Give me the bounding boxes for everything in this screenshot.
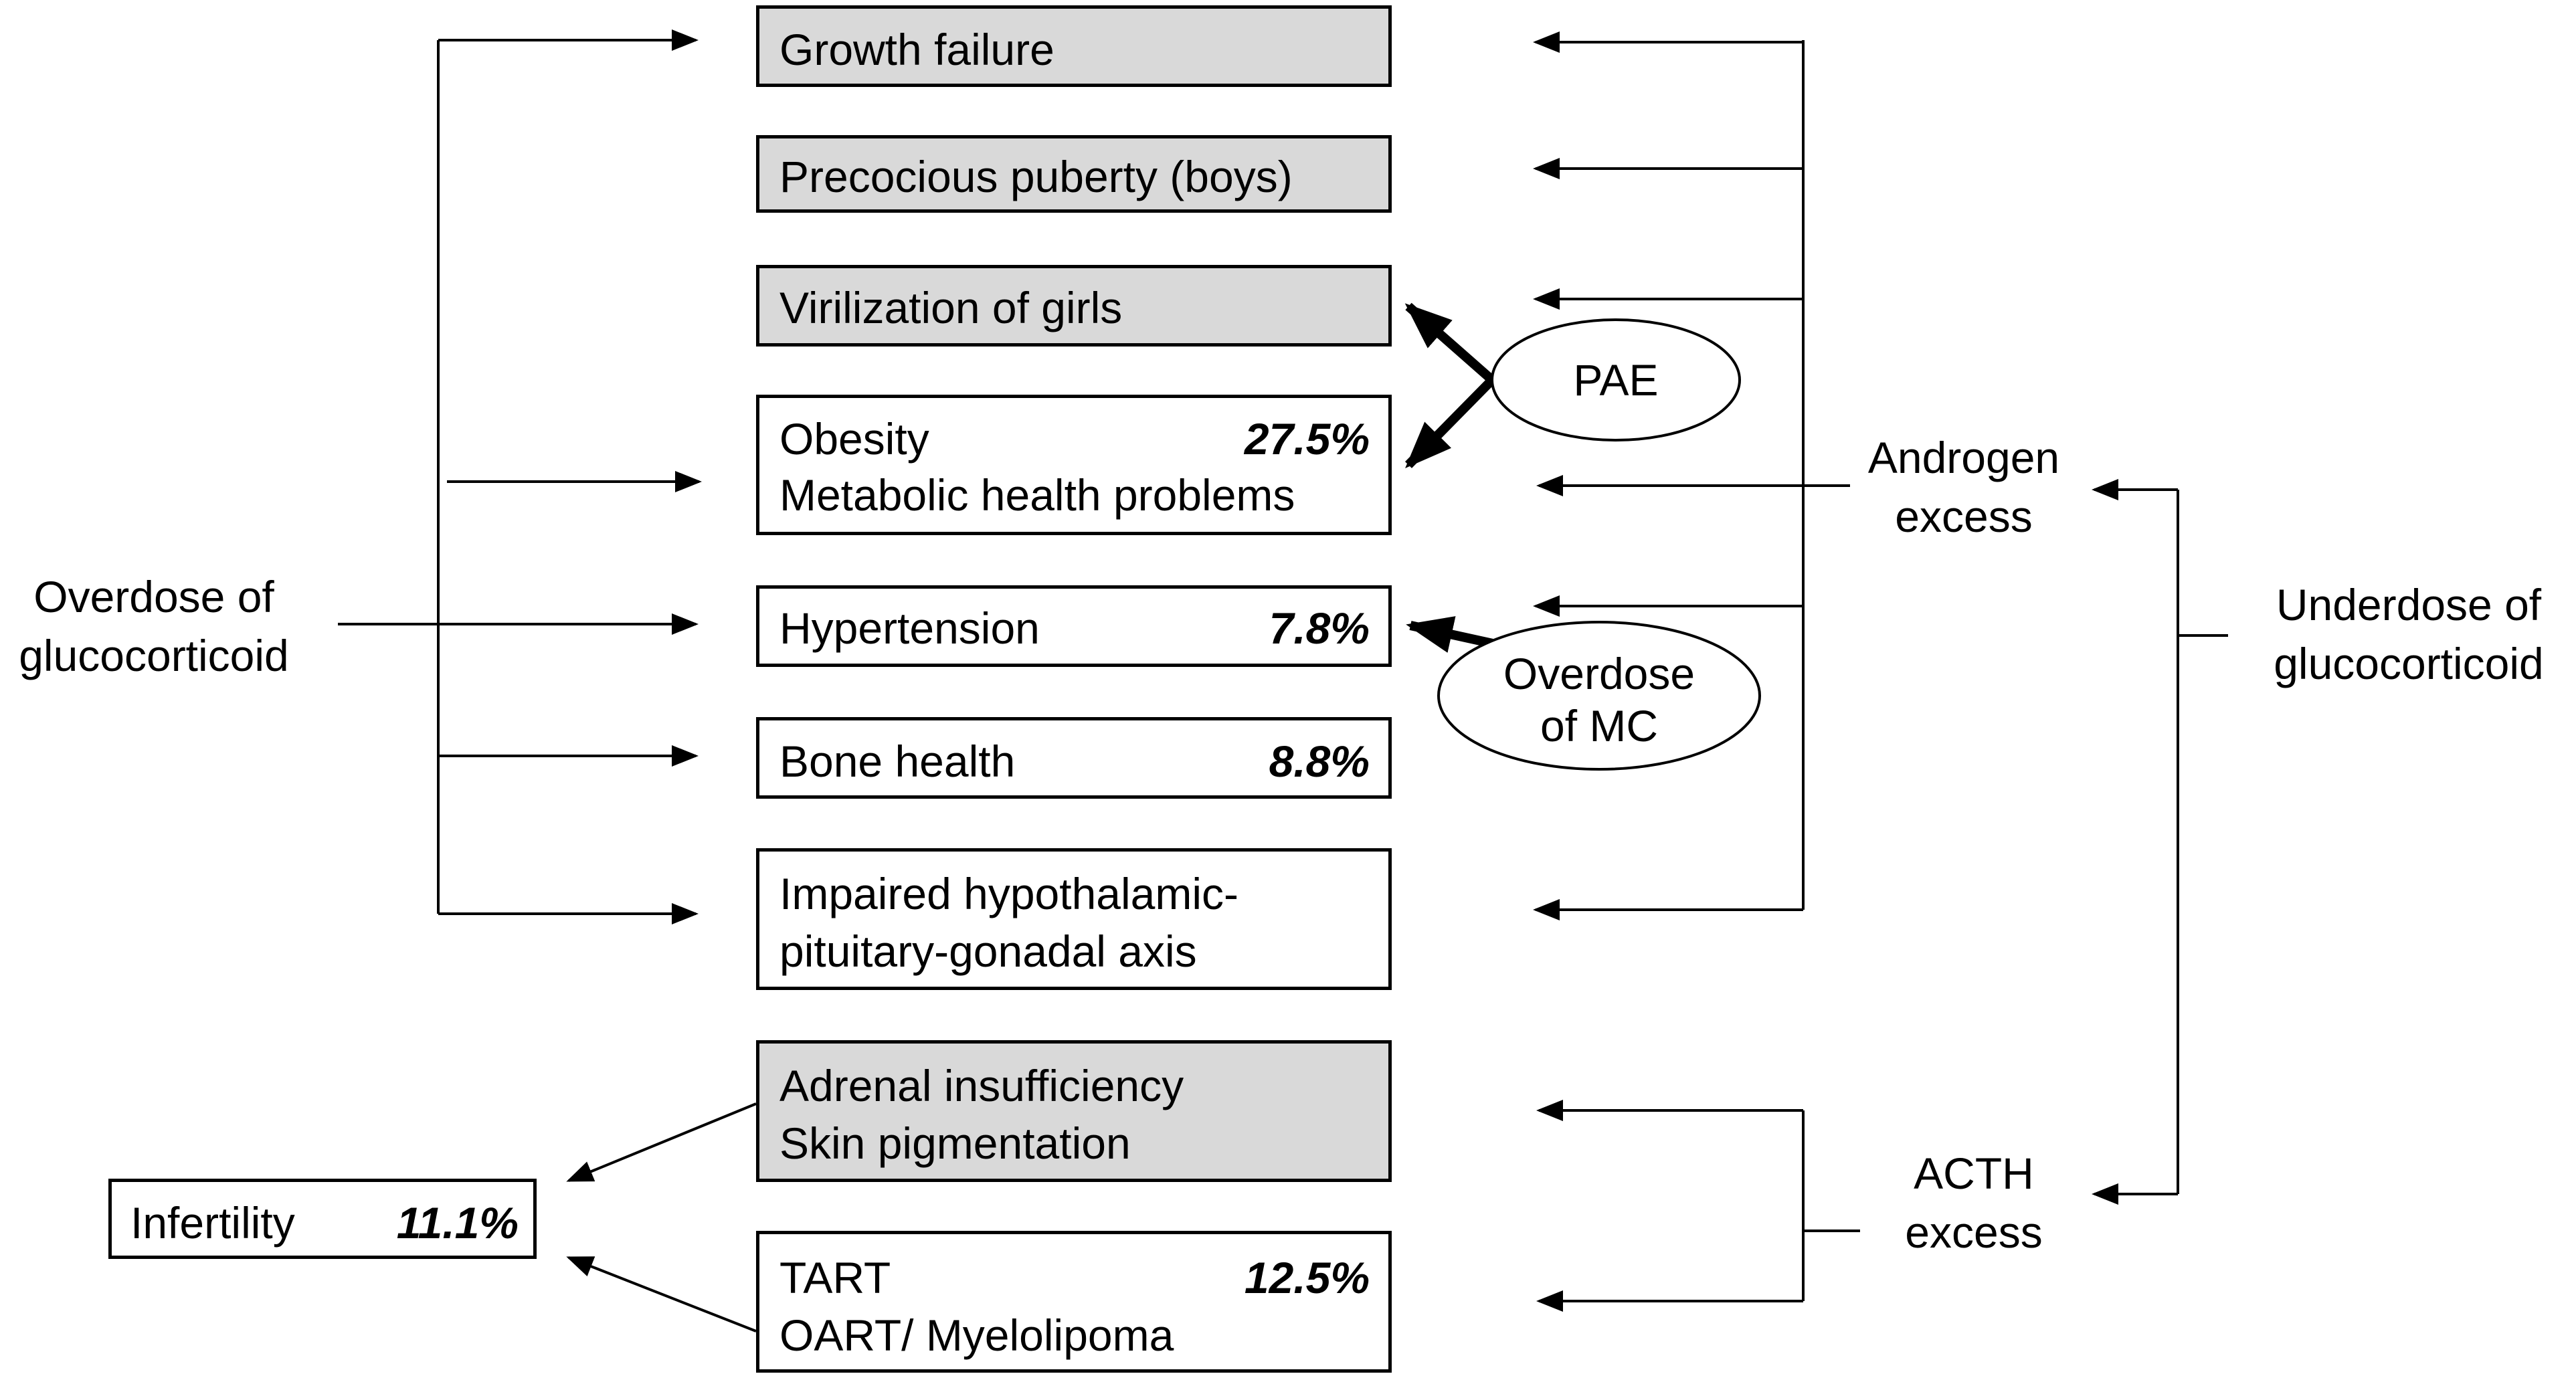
overdose-glucocorticoid-label: Overdose of glucocorticoid	[19, 572, 289, 680]
virilization-label: Virilization of girls	[779, 283, 1123, 332]
overdose-arrows	[338, 29, 702, 924]
overdose-mc-label: Overdose of MC	[1503, 649, 1695, 751]
skin-pigmentation-label: Skin pigmentation	[779, 1118, 1131, 1168]
infertility-arrows	[566, 1102, 757, 1333]
acth-excess-arrows	[1536, 1100, 1860, 1312]
androgen-excess-arrows	[1533, 31, 1850, 920]
infertility-label: Infertility	[130, 1198, 295, 1248]
obesity-label: Obesity	[779, 414, 929, 464]
hpg-axis-label-line2: pituitary-gonadal axis	[779, 926, 1197, 976]
acth-excess-label: ACTH excess	[1905, 1149, 2043, 1257]
bone-health-box: Bone health 8.8%	[756, 717, 1392, 799]
pae-label: PAE	[1573, 355, 1659, 405]
bone-health-label: Bone health	[779, 736, 1016, 786]
oart-label: OART/ Myelolipoma	[779, 1310, 1174, 1360]
underdose-arrows	[2092, 479, 2228, 1205]
bone-health-percent: 8.8%	[1269, 736, 1370, 786]
obesity-box: Obesity 27.5% Metabolic health problems	[756, 395, 1392, 535]
adrenal-insufficiency-label: Adrenal insufficiency	[779, 1061, 1184, 1110]
hpg-axis-label-line1: Impaired hypothalamic-	[779, 869, 1238, 918]
obesity-percent: 27.5%	[1244, 414, 1370, 464]
hypertension-label: Hypertension	[779, 603, 1040, 653]
underdose-glucocorticoid-label: Underdose of glucocorticoid	[2274, 580, 2544, 688]
infertility-box: Infertility 11.1%	[108, 1179, 537, 1259]
adrenal-insufficiency-box: Adrenal insufficiency Skin pigmentation	[756, 1040, 1392, 1182]
tart-box: TART 12.5% OART/ Myelolipoma	[756, 1231, 1392, 1373]
pae-arrows	[1404, 302, 1495, 468]
hpg-axis-box: Impaired hypothalamic- pituitary-gonadal…	[756, 848, 1392, 990]
precocious-puberty-label: Precocious puberty (boys)	[779, 152, 1293, 201]
metabolic-label: Metabolic health problems	[779, 470, 1295, 520]
growth-failure-label: Growth failure	[779, 25, 1054, 74]
mc-ellipse	[1437, 621, 1761, 771]
hypertension-box: Hypertension 7.8%	[756, 585, 1392, 667]
infertility-percent: 11.1%	[396, 1198, 519, 1248]
tart-label: TART	[779, 1253, 891, 1302]
tart-percent: 12.5%	[1244, 1253, 1370, 1302]
precocious-puberty-box: Precocious puberty (boys)	[756, 135, 1392, 213]
androgen-excess-label: Androgen excess	[1867, 433, 2060, 541]
virilization-box: Virilization of girls	[756, 265, 1392, 347]
pae-ellipse	[1491, 318, 1741, 441]
growth-failure-box: Growth failure	[756, 5, 1392, 87]
hypertension-percent: 7.8%	[1269, 603, 1370, 653]
